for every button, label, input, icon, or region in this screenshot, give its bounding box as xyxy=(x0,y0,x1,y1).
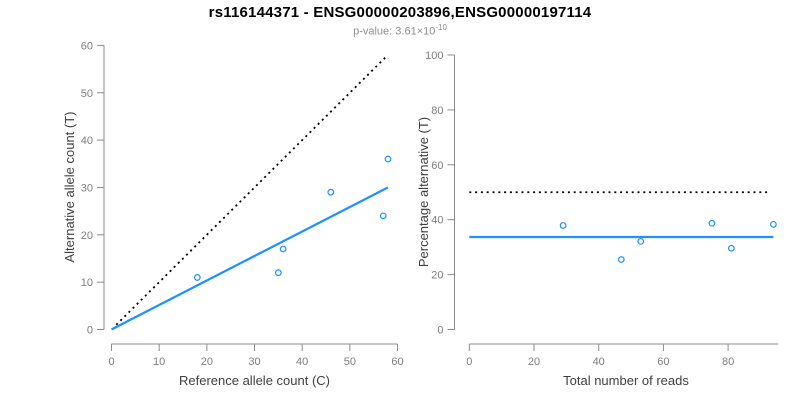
left-x-tick-label: 30 xyxy=(248,356,260,368)
left-data-point xyxy=(384,155,392,163)
left-data-point xyxy=(279,245,287,253)
left-identity-line xyxy=(115,56,387,326)
pvalue-label: p-value: xyxy=(353,25,393,38)
right-y-tick-label: 40 xyxy=(431,215,443,227)
right-data-point xyxy=(708,219,716,227)
left-x-tick-label: 50 xyxy=(344,356,356,368)
right-x-tick-label: 0 xyxy=(466,356,472,368)
right-data-point xyxy=(559,222,567,229)
left-fit-line xyxy=(110,186,389,331)
left-y-tick-label: 40 xyxy=(81,135,93,147)
right-data-point xyxy=(637,237,645,245)
pvalue-base: 3.61×10 xyxy=(395,25,436,38)
left-y-axis-title: Alternative allele count (T) xyxy=(62,111,77,263)
right-x-tick-label: 60 xyxy=(657,356,669,368)
left-y-tick-label: 10 xyxy=(81,277,93,289)
right-data-point xyxy=(727,244,735,252)
left-data-point xyxy=(379,212,387,220)
right-x-axis-title: Total number of reads xyxy=(563,373,689,388)
right-y-tick-label: 100 xyxy=(425,50,443,62)
right-y-tick-label: 60 xyxy=(431,160,443,172)
pvalue-exponent: -10 xyxy=(435,23,447,32)
left-data-point xyxy=(193,274,201,281)
left-data-point xyxy=(327,188,335,196)
left-y-tick-label: 50 xyxy=(81,88,93,100)
right-x-tick-label: 80 xyxy=(722,356,734,368)
left-x-tick-label: 0 xyxy=(108,356,114,368)
left-y-tick-label: 60 xyxy=(81,40,93,52)
left-x-tick-label: 60 xyxy=(391,356,403,368)
right-y-tick-label: 80 xyxy=(431,105,443,117)
left-y-tick-label: 20 xyxy=(81,230,93,242)
right-x-tick-label: 40 xyxy=(593,356,605,368)
left-x-axis-title: Reference allele count (C) xyxy=(178,373,331,388)
right-y-tick-label: 20 xyxy=(431,270,443,282)
right-x-tick-label: 20 xyxy=(528,356,540,368)
left-data-point xyxy=(274,269,282,277)
right-y-axis-title: Percentage alternative (T) xyxy=(416,116,431,268)
left-x-tick-label: 40 xyxy=(296,356,308,368)
left-x-tick-label: 20 xyxy=(201,356,213,368)
right-data-point xyxy=(769,220,777,228)
figure-title: rs116144371 - ENSG00000203896,ENSG000001… xyxy=(208,4,592,21)
left-y-tick-label: 0 xyxy=(87,325,93,337)
figure-subtitle: p-value: 3.61×10-10 xyxy=(0,23,800,38)
left-y-tick-label: 30 xyxy=(81,182,93,194)
right-data-point xyxy=(617,256,625,263)
left-x-tick-label: 10 xyxy=(153,356,165,368)
right-y-tick-label: 0 xyxy=(437,325,443,337)
